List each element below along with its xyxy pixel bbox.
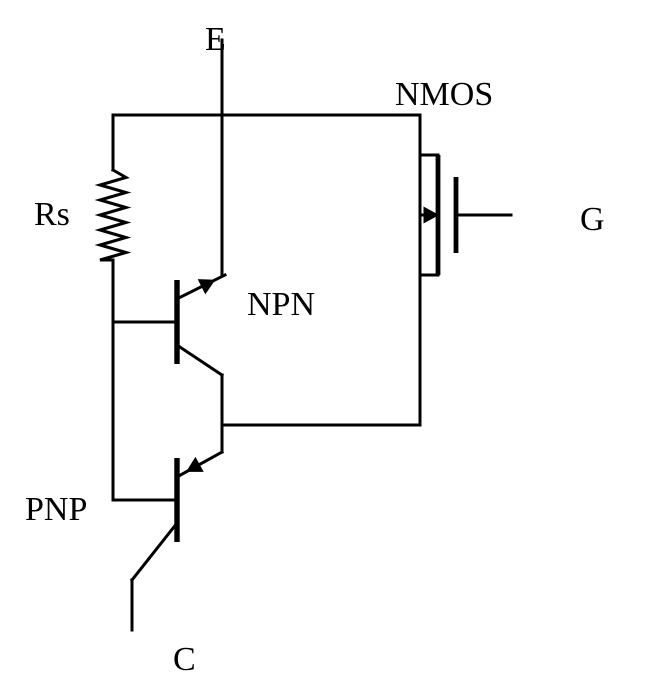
label-nmos: NMOS bbox=[395, 76, 493, 113]
label-e: E bbox=[205, 21, 226, 58]
pnp-collector-lead bbox=[132, 523, 177, 580]
label-c: C bbox=[173, 641, 196, 678]
resistor-rs bbox=[100, 170, 126, 260]
npn-emitter-lead bbox=[177, 275, 225, 299]
circuit-schematic: E NMOS G Rs NPN PNP C bbox=[0, 0, 657, 686]
label-npn: NPN bbox=[247, 286, 315, 323]
label-pnp: PNP bbox=[25, 491, 87, 528]
label-g: G bbox=[580, 201, 605, 238]
npn-collector-lead bbox=[177, 345, 222, 375]
label-rs: Rs bbox=[34, 196, 70, 233]
